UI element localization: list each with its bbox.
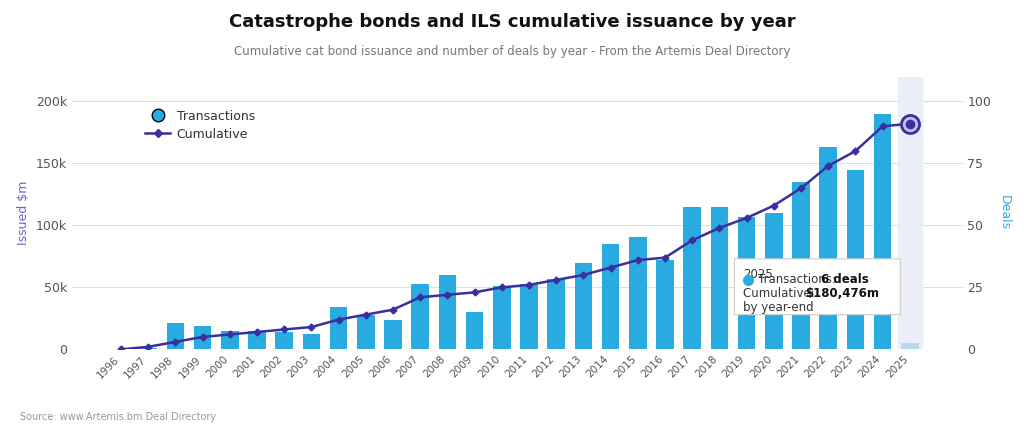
Bar xyxy=(629,236,647,349)
Text: $180,476m: $180,476m xyxy=(805,287,879,300)
Bar xyxy=(357,315,375,349)
Bar xyxy=(438,275,457,349)
Bar xyxy=(275,332,293,349)
Bar xyxy=(711,207,728,349)
Text: Source: www.Artemis.bm Deal Directory: Source: www.Artemis.bm Deal Directory xyxy=(20,412,217,422)
Text: Catastrophe bonds and ILS cumulative issuance by year: Catastrophe bonds and ILS cumulative iss… xyxy=(228,13,796,31)
Text: Transactions:: Transactions: xyxy=(758,273,839,286)
Text: Cumulative:: Cumulative: xyxy=(743,287,819,300)
Bar xyxy=(793,182,810,349)
Bar xyxy=(765,213,782,349)
Text: by year-end: by year-end xyxy=(743,301,814,314)
Text: Cumulative cat bond issuance and number of deals by year - From the Artemis Deal: Cumulative cat bond issuance and number … xyxy=(233,45,791,58)
Bar xyxy=(548,279,565,349)
Bar xyxy=(384,320,401,349)
FancyBboxPatch shape xyxy=(734,259,900,315)
Bar xyxy=(819,147,837,349)
Bar xyxy=(574,262,592,349)
Legend: Transactions, Cumulative: Transactions, Cumulative xyxy=(140,105,260,146)
Bar xyxy=(493,286,511,349)
Y-axis label: Issued $m: Issued $m xyxy=(17,181,30,245)
Bar xyxy=(873,114,892,349)
Bar xyxy=(194,326,211,349)
Y-axis label: Deals: Deals xyxy=(997,196,1011,230)
Bar xyxy=(683,207,701,349)
Bar xyxy=(248,331,266,349)
Bar xyxy=(139,348,157,349)
Text: 6 deals: 6 deals xyxy=(821,273,869,286)
Bar xyxy=(602,244,620,349)
Bar xyxy=(520,284,538,349)
Bar xyxy=(898,77,922,349)
Bar xyxy=(737,217,756,349)
Bar xyxy=(466,312,483,349)
Bar xyxy=(167,323,184,349)
Bar xyxy=(302,334,321,349)
Bar xyxy=(330,307,347,349)
Bar xyxy=(901,343,919,349)
Bar xyxy=(656,260,674,349)
Bar xyxy=(221,331,239,349)
Bar xyxy=(847,170,864,349)
Text: 2025: 2025 xyxy=(743,268,773,281)
Bar xyxy=(412,284,429,349)
